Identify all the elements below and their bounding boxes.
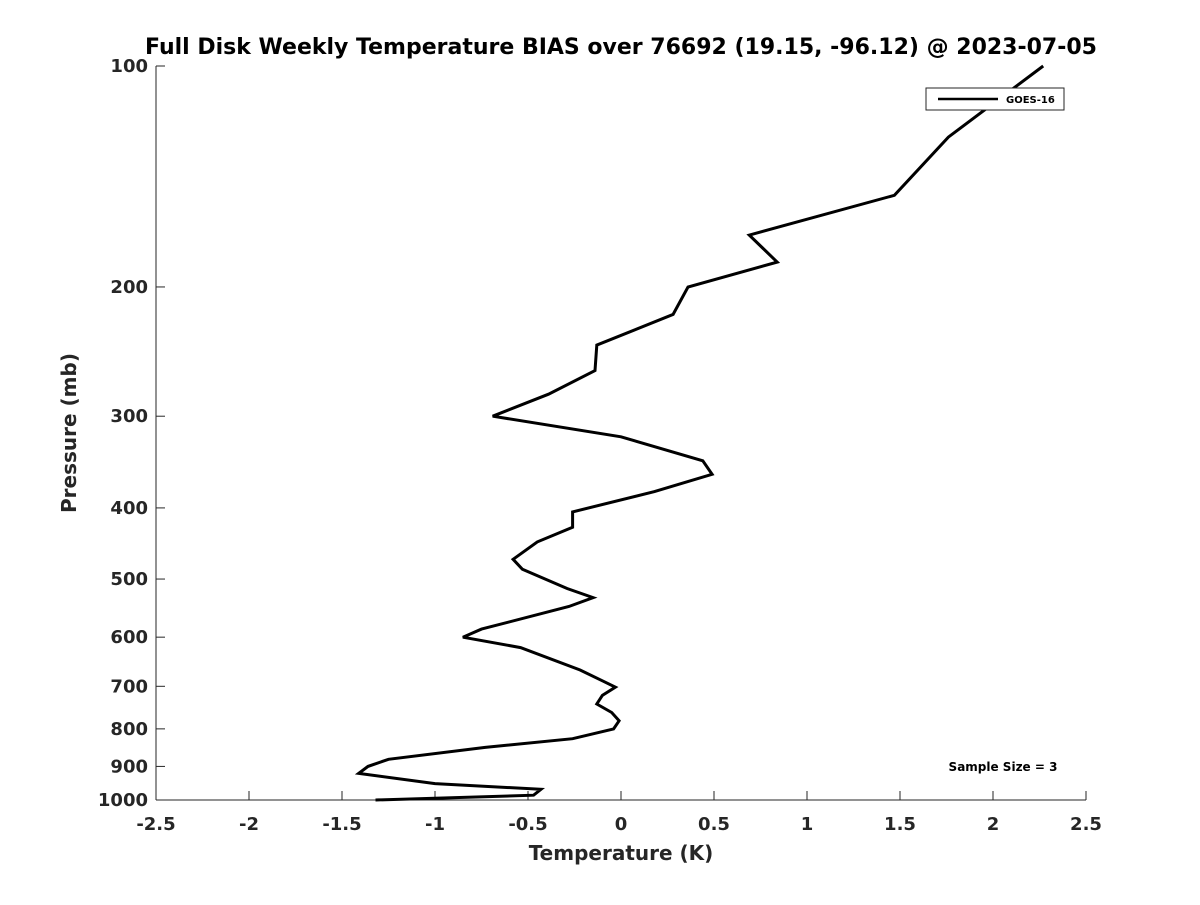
x-tick-label: 2 <box>987 814 1000 835</box>
y-tick-label: 800 <box>110 719 148 740</box>
plot-area: -2.5 -2 -1.5 -1 -0.5 0 0.5 1 1.5 2 2.5 100 200 300 40… <box>98 56 1102 835</box>
sample-size-annotation: Sample Size = 3 <box>949 760 1058 774</box>
y-tick-label: 700 <box>110 676 148 697</box>
x-axis-label: Temperature (K) <box>529 841 714 865</box>
y-axis-label: Pressure (mb) <box>57 353 81 513</box>
x-axis-ticks: -2.5 -2 -1.5 -1 -0.5 0 0.5 1 1.5 2 2.5 <box>136 791 1102 835</box>
y-tick-label: 300 <box>110 406 148 427</box>
y-tick-label: 500 <box>110 569 148 590</box>
y-tick-label: 900 <box>110 756 148 777</box>
y-tick-label: 600 <box>110 627 148 648</box>
x-tick-label: -2.5 <box>136 814 175 835</box>
y-tick-label: 200 <box>110 277 148 298</box>
y-tick-label: 400 <box>110 498 148 519</box>
legend: GOES-16 <box>925 87 1065 111</box>
x-tick-label: 1 <box>801 814 814 835</box>
x-tick-label: -1.5 <box>322 814 361 835</box>
y-tick-label: 1000 <box>98 790 148 811</box>
x-tick-label: 2.5 <box>1070 814 1102 835</box>
legend-entry-goes-16: GOES-16 <box>1006 95 1055 106</box>
x-tick-label: 0 <box>615 814 628 835</box>
x-tick-label: 1.5 <box>884 814 916 835</box>
series-line-goes-16 <box>354 64 1045 802</box>
y-tick-label: 100 <box>110 56 148 77</box>
chart-title: Full Disk Weekly Temperature BIAS over 7… <box>145 35 1097 60</box>
x-tick-label: -2 <box>239 814 259 835</box>
x-tick-label: -0.5 <box>508 814 547 835</box>
x-tick-label: -1 <box>425 814 445 835</box>
series-layer <box>354 64 1045 802</box>
y-axis-ticks: 100 200 300 400 500 600 700 800 900 1000 <box>98 56 165 811</box>
x-tick-label: 0.5 <box>698 814 730 835</box>
